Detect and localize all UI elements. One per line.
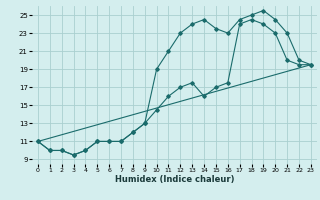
X-axis label: Humidex (Indice chaleur): Humidex (Indice chaleur) [115, 175, 234, 184]
